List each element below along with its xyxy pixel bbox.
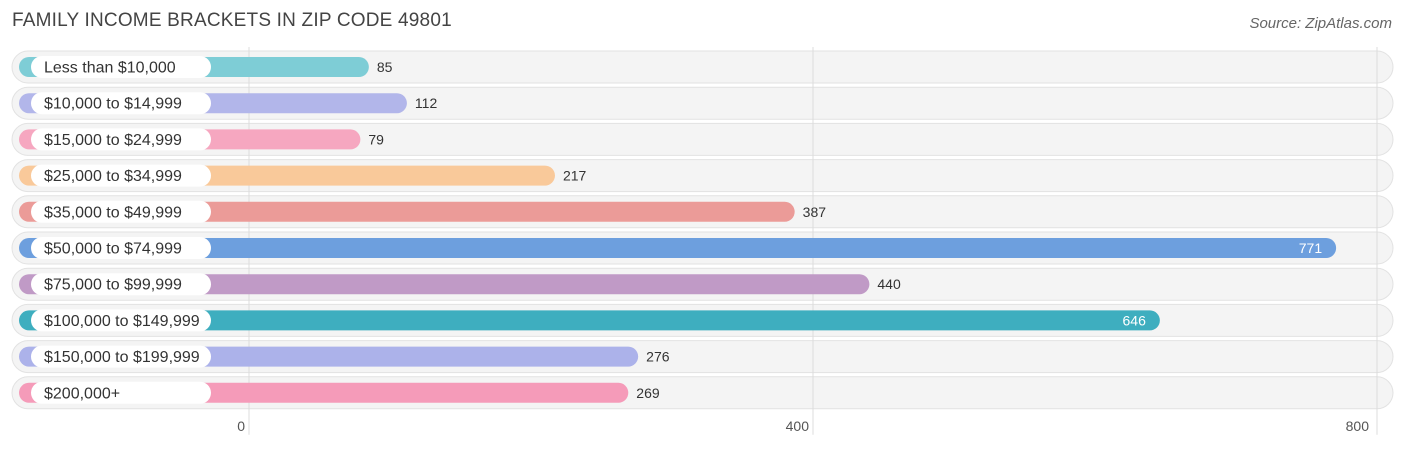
value-label-15-000-to-24-999: 79 [368, 131, 384, 147]
value-label-75-000-to-99-999: 440 [877, 276, 901, 292]
category-label-less-than-10-000: Less than $10,000 [44, 60, 176, 77]
category-pill-100-000-to-149-999 [31, 309, 211, 332]
category-pill-200-000 [31, 381, 211, 404]
category-pill-10-000-to-14-999 [31, 92, 211, 115]
x-tick-label-800: 800 [1346, 418, 1370, 434]
value-label-100-000-to-149-999: 646 [1123, 312, 1147, 328]
value-label-10-000-to-14-999: 112 [415, 95, 438, 111]
category-pill-35-000-to-49-999 [31, 200, 211, 223]
bar-35-000-to-49-999[interactable] [19, 201, 795, 222]
category-pill-less-than-10-000 [31, 56, 211, 78]
bar-100-000-to-149-999[interactable] [19, 310, 1160, 331]
bar-75-000-to-99-999[interactable] [19, 274, 870, 295]
value-label-25-000-to-34-999: 217 [563, 168, 587, 184]
category-label-200-000: $200,000+ [44, 385, 120, 402]
category-pill-75-000-to-99-999 [31, 273, 211, 296]
category-pill-150-000-to-199-999 [31, 345, 211, 368]
x-tick-label-400: 400 [786, 418, 810, 434]
category-pill-15-000-to-24-999 [31, 128, 211, 151]
value-label-50-000-to-74-999: 771 [1299, 240, 1323, 256]
value-label-less-than-10-000: 85 [377, 59, 393, 75]
value-label-35-000-to-49-999: 387 [803, 204, 827, 220]
x-tick-label-0: 0 [237, 418, 245, 434]
x-axis-ticks: 0 400 800 [237, 418, 1369, 434]
category-label-75-000-to-99-999: $75,000 to $99,999 [44, 277, 182, 294]
category-label-35-000-to-49-999: $35,000 to $49,999 [44, 204, 182, 221]
category-pill-50-000-to-74-999 [31, 237, 211, 259]
category-label-15-000-to-24-999: $15,000 to $24,999 [44, 132, 182, 149]
chart-title: FAMILY INCOME BRACKETS IN ZIP CODE 49801 [12, 10, 452, 31]
bar-50-000-to-74-999[interactable] [19, 238, 1337, 258]
value-label-200-000: 269 [636, 385, 660, 401]
value-label-150-000-to-199-999: 276 [646, 349, 670, 365]
source-label: Source: ZipAtlas.com [1249, 15, 1392, 32]
row-track-15-000-to-24-999 [11, 122, 1394, 156]
rows-layer: Less than $10,000 85 $10,000 to $14,999 112… [11, 47, 1394, 435]
category-label-10-000-to-14-999: $10,000 to $14,999 [44, 96, 182, 113]
category-label-50-000-to-74-999: $50,000 to $74,999 [44, 241, 182, 258]
category-pill-25-000-to-34-999 [31, 164, 211, 187]
category-label-150-000-to-199-999: $150,000 to $199,999 [44, 349, 200, 366]
category-label-25-000-to-34-999: $25,000 to $34,999 [44, 168, 182, 185]
category-label-100-000-to-149-999: $100,000 to $149,999 [44, 313, 200, 330]
